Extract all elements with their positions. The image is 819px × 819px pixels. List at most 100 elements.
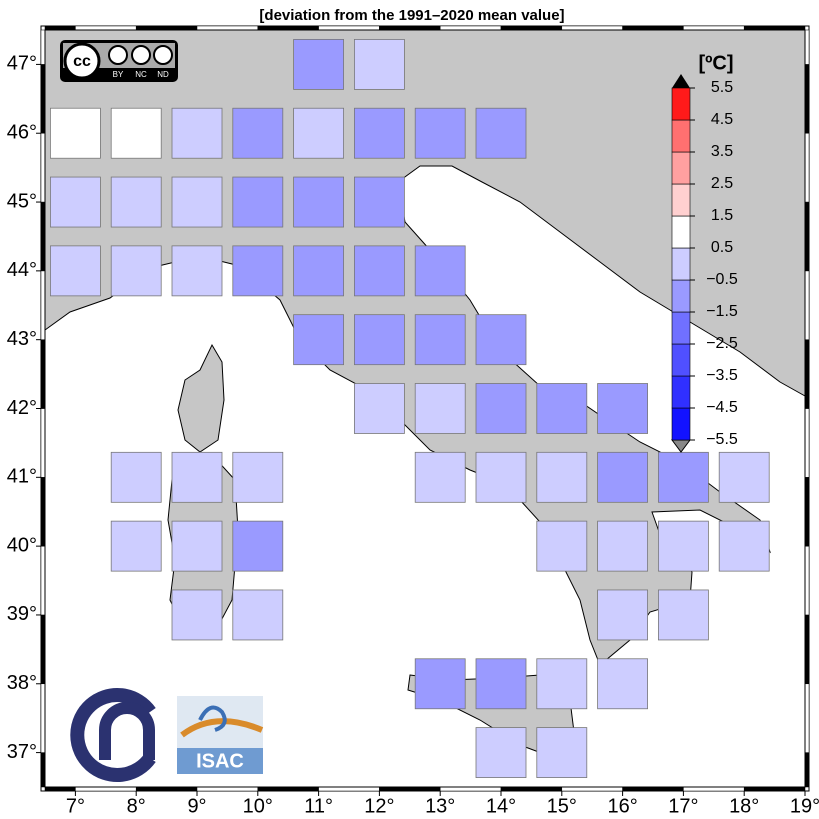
frame-segment (804, 270, 810, 340)
frame-segment (804, 752, 810, 788)
grid-cell (171, 451, 223, 503)
frame-segment (75, 25, 137, 31)
grid-cell (475, 383, 527, 434)
x-tick-label: 12° (364, 795, 394, 817)
x-tick-label: 18° (729, 795, 759, 817)
colorbar-bin (671, 119, 691, 153)
cc-logo: cc BY NC ND (60, 40, 178, 82)
isac-swoosh (180, 718, 264, 738)
grid-cell (536, 658, 588, 710)
frame-segment (379, 786, 441, 792)
cc-icon (131, 45, 151, 65)
grid-cell (475, 658, 527, 710)
colorbar-bin (671, 311, 691, 345)
grid-cell (171, 107, 223, 159)
y-tick-label: 43° (7, 328, 37, 350)
colorbar-arrow-up (672, 74, 690, 88)
grid-cell (293, 245, 345, 297)
colorbar-tick-label: 1.5 (711, 207, 733, 224)
grid-cell (293, 176, 345, 228)
frame-segment (40, 339, 46, 409)
y-tick-label: 44° (7, 259, 37, 281)
grid-cell (597, 520, 648, 572)
colorbar: [ºC] 5.5 4.5 3.5 2.5 1.5 0.5 −0.5 −1.5 −2.5 −3.5 −… (671, 52, 738, 453)
frame-segment (804, 545, 810, 616)
grid-cell (658, 520, 709, 572)
grid-cell (232, 245, 284, 297)
frame-segment (40, 132, 46, 203)
frame-segment (743, 25, 806, 31)
y-tick-label: 42° (7, 397, 37, 419)
frame-segment (804, 408, 810, 478)
frame-segment (804, 683, 810, 753)
colorbar-tick-label: 2.5 (711, 175, 733, 192)
y-tick-label: 38° (7, 672, 37, 694)
grid-cell (50, 245, 101, 297)
colorbar-tick-label: −1.5 (706, 303, 738, 320)
grid-cell (597, 658, 648, 710)
grid-cell (658, 589, 709, 641)
colorbar-bin (671, 151, 691, 185)
grid-cell (353, 107, 405, 159)
grid-cell (536, 451, 588, 503)
x-tick-label: 10° (243, 795, 273, 817)
y-tick-label: 46° (7, 122, 37, 144)
frame-segment (40, 477, 46, 547)
x-tick-label: 7° (66, 795, 85, 817)
frame-segment (40, 614, 46, 685)
grid-cell (597, 383, 648, 434)
isac-text: ISAC (196, 750, 244, 772)
grid-cell (232, 589, 284, 641)
colorbar-bin (671, 279, 691, 313)
grid-cell (110, 520, 162, 572)
grid-cell (353, 314, 405, 366)
grid-cell (414, 658, 466, 710)
grid-cell (50, 176, 101, 228)
colorbar-tick-label: −4.5 (706, 399, 738, 416)
colorbar-tick-label: −0.5 (706, 271, 738, 288)
grid-cell (50, 107, 101, 159)
frame-segment (804, 132, 810, 203)
x-tick-label: 17° (668, 795, 698, 817)
cc-term: ND (157, 70, 169, 79)
frame-segment (40, 270, 46, 340)
frame-inner (44, 29, 806, 788)
grid-cell (597, 589, 648, 641)
frame-segment (804, 477, 810, 547)
frame-segment (196, 25, 259, 31)
grid-cell (171, 176, 223, 228)
frame-segment (318, 786, 380, 792)
grid-cell (718, 451, 770, 503)
grid-cell (171, 245, 223, 297)
grid-cell (232, 520, 284, 572)
frame-segment (40, 64, 46, 134)
frame-segment (804, 614, 810, 685)
frame-segment (622, 786, 684, 792)
colorbar-bin (671, 343, 691, 377)
grid-cell (232, 107, 284, 159)
x-tick-label: 16° (607, 795, 637, 817)
cnr-logo: ISAC (58, 688, 264, 782)
grid-cell (293, 314, 345, 366)
frame-segment (75, 786, 137, 792)
colorbar-tick-label: 0.5 (711, 239, 733, 256)
grid-cell (232, 451, 284, 503)
grid-cell (536, 383, 588, 434)
grid-cell (110, 176, 162, 228)
cnr-arc (70, 688, 156, 782)
grid-cell (414, 451, 466, 503)
grid-cell (414, 314, 466, 366)
frame-segment (804, 201, 810, 272)
grid-cell (353, 39, 405, 90)
cc-icon (108, 45, 128, 65)
grid-cell (110, 107, 162, 159)
colorbar-tick-label: 4.5 (711, 111, 733, 128)
frame-segment (379, 25, 441, 31)
frame-segment (257, 786, 319, 792)
frame-segment (743, 786, 806, 792)
anomaly-grid (50, 39, 770, 778)
x-tick-label: 8° (127, 795, 146, 817)
corsica (177, 343, 225, 453)
grid-cell (475, 727, 527, 778)
frame-segment (318, 25, 380, 31)
